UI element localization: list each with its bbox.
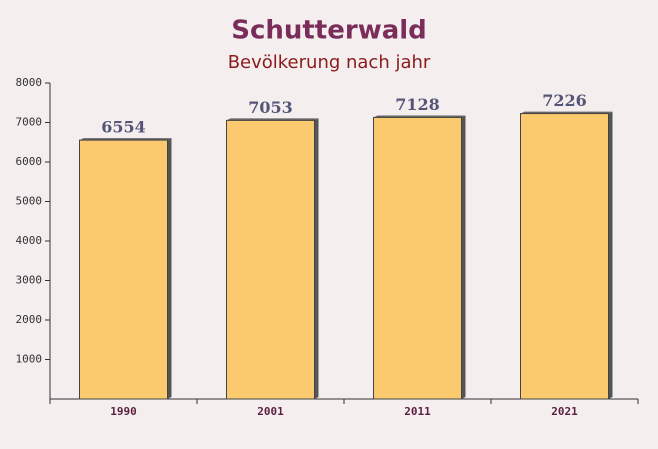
y-tick-label: 5000 [16,195,43,208]
y-tick-label: 3000 [16,274,43,287]
value-label: 7053 [248,98,293,117]
bar-shadow [608,111,613,399]
bar [373,116,462,400]
bar-shadow [461,115,466,399]
y-tick-label: 1000 [16,353,43,366]
value-label: 7226 [542,91,587,110]
value-label: 6554 [101,118,146,137]
bar-shadow [314,118,319,400]
x-tick-label: 2011 [404,405,431,418]
y-tick-label: 4000 [16,234,43,247]
y-tick-label: 6000 [16,155,43,168]
y-tick-label: 2000 [16,313,43,326]
x-tick-label: 1990 [110,405,137,418]
chart-title: Schutterwald [231,16,427,46]
bar [79,139,168,400]
x-tick-label: 2021 [551,405,578,418]
bar-shadow [167,138,172,399]
chart-subtitle: Bevölkerung nach jahr [228,52,431,73]
y-tick-label: 7000 [16,116,43,129]
x-tick-label: 2001 [257,405,284,418]
y-tick-label: 8000 [16,76,43,89]
bar [226,119,315,400]
bar [520,113,609,400]
value-label: 7128 [395,95,440,114]
